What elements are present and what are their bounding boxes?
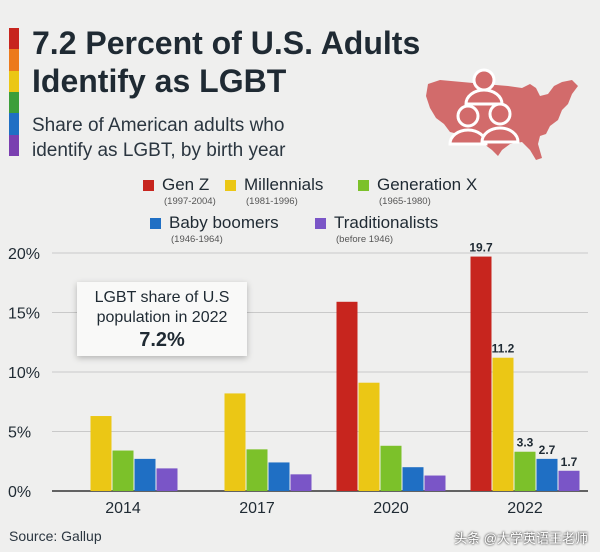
x-tick-label: 2022 <box>507 500 543 517</box>
legend-swatch-traditionalists <box>315 218 326 229</box>
bar-2014-generation-x <box>112 450 134 491</box>
y-tick-label: 10% <box>8 365 40 382</box>
callout-text: LGBT share of U.S population in 2022 <box>77 288 247 328</box>
data-label: 1.7 <box>561 455 578 469</box>
bar-2020-generation-x <box>380 445 402 491</box>
legend-range: (1965-1980) <box>379 196 431 207</box>
legend-swatch-gen-z <box>143 180 154 191</box>
chart-subtitle-line2: identify as LGBT, by birth year <box>32 140 286 161</box>
source-note: Source: Gallup <box>9 528 102 544</box>
chart-title-line1: 7.2 Percent of U.S. Adults <box>32 25 421 61</box>
legend-range: (1946-1964) <box>171 234 223 245</box>
y-tick-label: 5% <box>8 425 31 442</box>
legend-item-generation-x: Generation X (1965-1980) <box>358 176 477 207</box>
y-tick-label: 0% <box>8 484 31 501</box>
rainbow-stripe-yellow <box>9 70 19 92</box>
rainbow-stripe-orange <box>9 49 19 71</box>
legend-label: Baby boomers <box>169 213 279 232</box>
watermark: 头条 @大学英语王老师 <box>454 531 588 546</box>
legend-swatch-millennials <box>225 180 236 191</box>
legend-item-baby-boomers: Baby boomers (1946-1964) <box>150 214 279 245</box>
legend-swatch-baby-boomers <box>150 218 161 229</box>
bar-2022-millennials <box>492 357 514 491</box>
legend-swatch-generation-x <box>358 180 369 191</box>
callout-line2: population in 2022 <box>96 309 228 326</box>
legend-range: (before 1946) <box>336 234 394 245</box>
bar-2020-millennials <box>358 382 380 491</box>
bar-2020-baby-boomers <box>402 467 424 491</box>
bar-2022-gen-z <box>470 256 492 491</box>
legend-item-gen-z: Gen Z (1997-2004) <box>143 176 216 207</box>
bar-2022-baby-boomers <box>536 458 558 491</box>
chart-title-line2: Identify as LGBT <box>32 63 287 99</box>
legend-label: Traditionalists <box>334 213 439 232</box>
y-tick-label: 15% <box>8 306 40 323</box>
legend-item-traditionalists: Traditionalists (before 1946) <box>315 214 438 245</box>
callout-value: 7.2% <box>139 329 185 351</box>
legend-label: Generation X <box>377 175 478 194</box>
data-label: 19.7 <box>469 241 493 255</box>
data-label: 3.3 <box>517 436 534 450</box>
legend-item-millennials: Millennials (1981-1996) <box>225 176 323 207</box>
x-tick-label: 2020 <box>373 500 409 517</box>
rainbow-stripe-red <box>9 28 19 50</box>
us-map-icon <box>426 68 578 160</box>
x-tick-label: 2014 <box>105 500 141 517</box>
bar-2022-traditionalists <box>558 470 580 491</box>
data-label: 11.2 <box>492 342 515 356</box>
bar-2017-baby-boomers <box>268 462 290 491</box>
bar-2014-traditionalists <box>156 468 178 491</box>
legend-label: Gen Z <box>162 175 210 194</box>
y-tick-label: 20% <box>8 246 40 263</box>
chart-title: 7.2 Percent of U.S. Adults Identify as L… <box>32 24 420 100</box>
x-tick-label: 2017 <box>239 500 275 517</box>
bar-2020-traditionalists <box>424 475 446 491</box>
legend-label: Millennials <box>244 175 324 194</box>
data-label: 2.7 <box>539 443 556 457</box>
chart-subtitle-line1: Share of American adults who <box>32 115 285 136</box>
people-icon <box>448 68 520 146</box>
legend-range: (1997-2004) <box>164 196 216 207</box>
rainbow-accent-bar <box>9 28 19 156</box>
bar-2020-gen-z <box>336 301 358 491</box>
callout-box: LGBT share of U.S population in 2022 7.2… <box>77 282 247 356</box>
bar-2022-generation-x <box>514 451 536 491</box>
bar-2017-traditionalists <box>290 474 312 491</box>
legend-range: (1981-1996) <box>246 196 298 207</box>
rainbow-stripe-purple <box>9 134 19 156</box>
chart-subtitle: Share of American adults who identify as… <box>32 113 285 163</box>
rainbow-stripe-blue <box>9 113 19 135</box>
bar-2014-millennials <box>90 416 112 491</box>
bar-2014-baby-boomers <box>134 458 156 491</box>
bar-2017-millennials <box>224 393 246 491</box>
bar-2017-generation-x <box>246 449 268 491</box>
rainbow-stripe-green <box>9 91 19 114</box>
callout-line1: LGBT share of U.S <box>94 289 230 306</box>
